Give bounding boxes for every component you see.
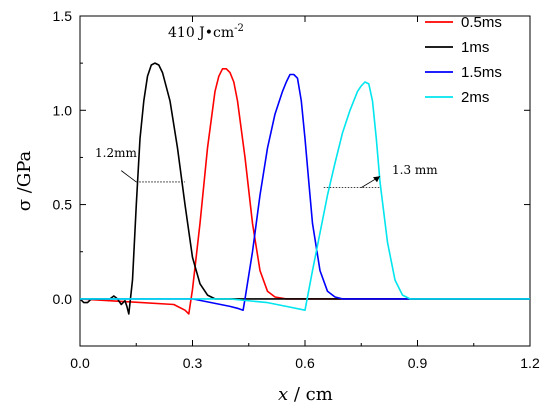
series-line-1.5ms: [80, 73, 530, 312]
x-tick-label: 0.0: [70, 355, 90, 371]
width-arrowhead-2: [373, 176, 380, 183]
legend-label: 1ms: [461, 39, 489, 56]
legend-label: 2ms: [461, 89, 489, 106]
x-tick-label: 0.6: [295, 355, 315, 371]
x-tick-label: 1.2: [520, 355, 540, 371]
fluence-annotation: 410 J•cm-2: [168, 23, 244, 41]
series-line-2ms: [80, 81, 530, 312]
legend: 0.5ms 1ms 1.5ms 2ms: [425, 14, 502, 106]
y-axis-title: σ /GPa: [14, 150, 35, 211]
x-axis-title: x / cm: [278, 384, 333, 405]
width-annotation-2: 1.3 mm: [392, 163, 438, 177]
y-tick-label: 0.0: [53, 291, 73, 307]
x-tick-label: 0.9: [408, 355, 428, 371]
width-annotation-1: 1.2mm: [95, 146, 137, 160]
axis-ticks: 0.0 0.3 0.6 0.9 1.2 0.0 0.5 1.0 1.5: [53, 8, 540, 371]
y-tick-label: 1.0: [53, 102, 73, 118]
y-tick-label: 1.5: [53, 8, 73, 24]
series-line-0.5ms: [79, 68, 530, 315]
legend-label: 0.5ms: [461, 14, 502, 31]
series-lines: [79, 62, 530, 315]
x-tick-label: 0.3: [183, 355, 203, 371]
legend-label: 1.5ms: [461, 64, 502, 81]
y-tick-label: 0.5: [53, 197, 73, 213]
annotation-lines: [121, 170, 381, 189]
width-pointer-1: [121, 170, 137, 183]
